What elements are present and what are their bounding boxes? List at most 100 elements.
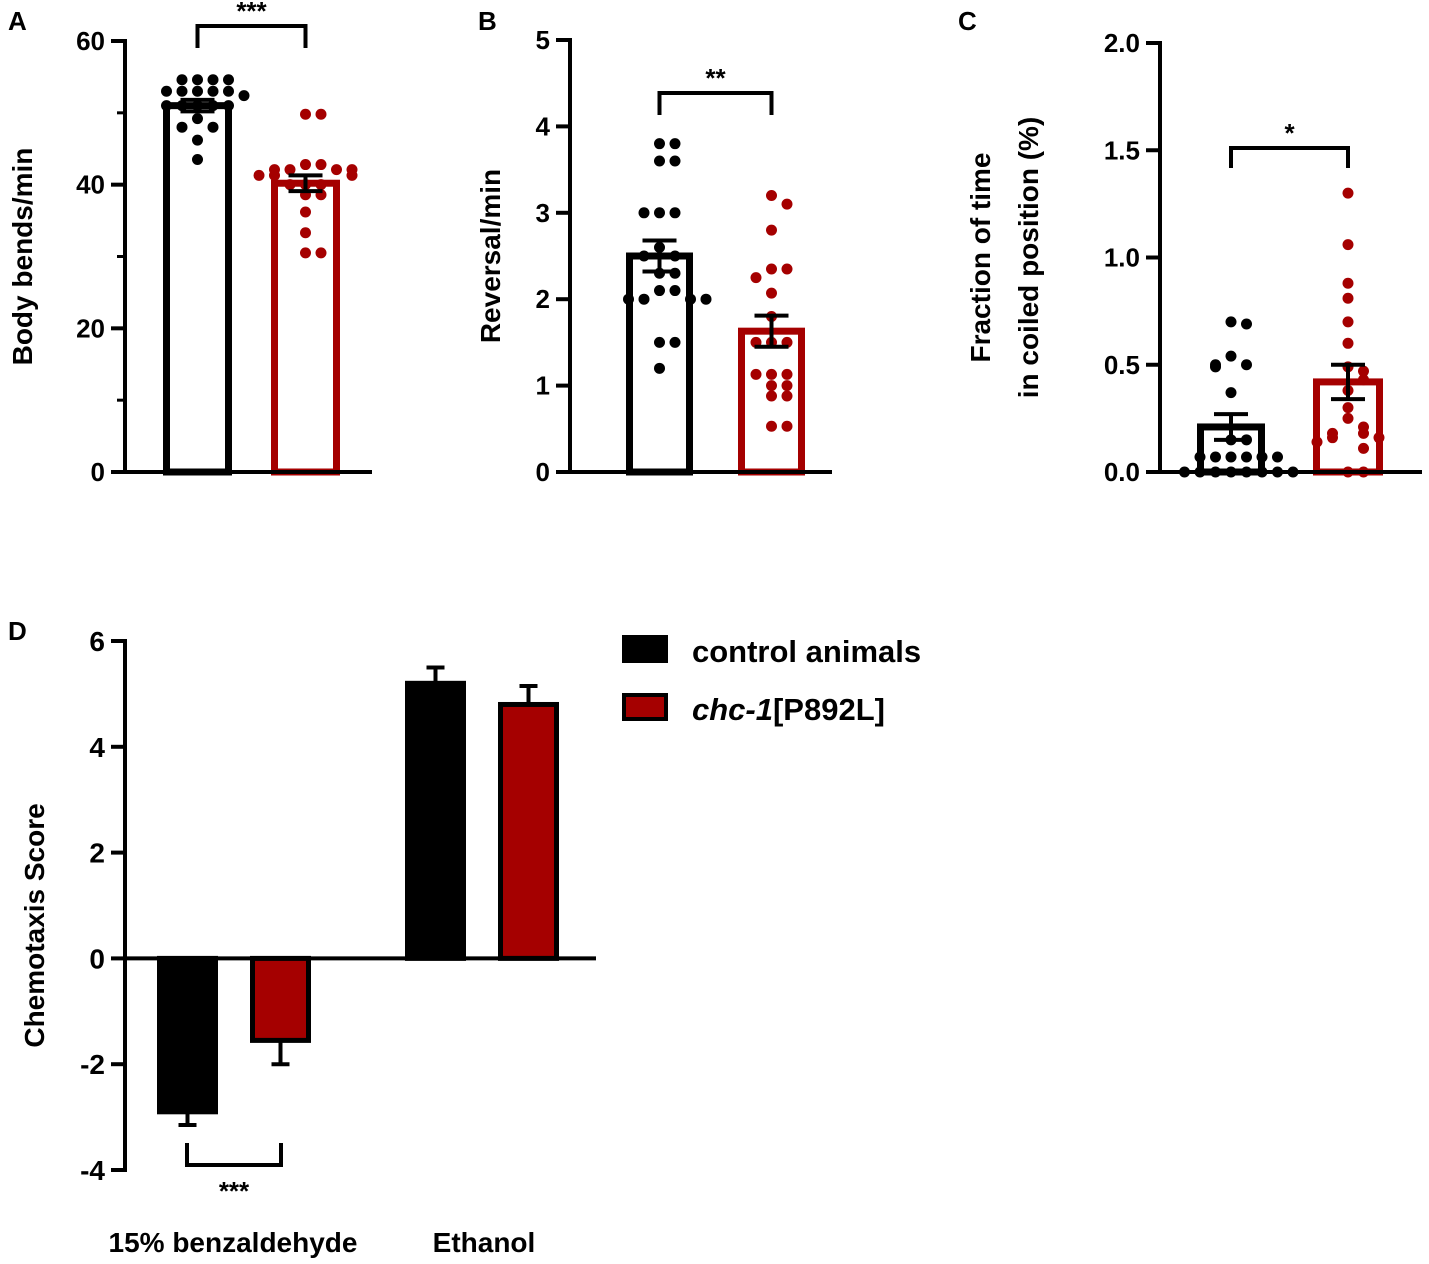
data-point (315, 247, 327, 259)
panel-letter: D (8, 616, 27, 646)
data-point (161, 100, 172, 112)
data-point (654, 336, 665, 348)
data-point (346, 169, 358, 181)
data-point (207, 85, 219, 97)
data-point (300, 159, 311, 171)
data-point (1342, 187, 1354, 199)
y-axis-label: Body bends/min (7, 148, 38, 366)
data-point (1342, 412, 1354, 424)
panel-D: D Chemotaxis Score -4 -2 0 2 4 6 15% benzaldehyd… (8, 616, 921, 1258)
data-point (269, 169, 280, 181)
y-axis-label: in coiled position (%) (1013, 117, 1044, 399)
data-point (1358, 442, 1369, 454)
data-point (1272, 451, 1283, 463)
significance-bracket (185, 1143, 283, 1167)
y-tick-label: 1.5 (1104, 135, 1140, 165)
significance-label: *** (236, 0, 267, 26)
data-point (176, 74, 188, 86)
data-point (192, 74, 203, 86)
panel-A: A Body bends/min 0 20 40 60 *** (7, 0, 372, 487)
data-point (1210, 451, 1221, 463)
data-point (766, 390, 777, 402)
y-tick-label: 3 (536, 198, 550, 228)
y-tick-label: 1.0 (1104, 243, 1140, 273)
data-point (669, 285, 681, 297)
y-tick-label: 6 (89, 626, 105, 657)
data-point (207, 121, 219, 133)
panel-letter: B (478, 6, 497, 36)
data-point (669, 155, 681, 167)
data-point (1342, 316, 1354, 328)
data-point (654, 207, 665, 219)
data-point (669, 250, 681, 262)
bar-control (405, 680, 466, 961)
y-tick-label: 2.0 (1104, 28, 1140, 58)
significance-bracket (195, 24, 308, 48)
data-point (1327, 432, 1338, 444)
data-point (300, 227, 311, 239)
data-point (766, 287, 777, 299)
data-point (781, 390, 793, 402)
data-point (1256, 451, 1268, 463)
y-tick-label: 0.5 (1104, 350, 1140, 380)
panel-C: C Fraction of time in coiled position (%) 0… (958, 6, 1422, 487)
data-point (1210, 361, 1221, 373)
y-tick-label: 1 (536, 371, 550, 401)
data-point (207, 100, 219, 112)
data-point (300, 247, 311, 259)
data-point (253, 169, 265, 181)
data-point (638, 207, 650, 219)
data-point (1358, 427, 1369, 439)
data-point (1358, 374, 1369, 386)
significance-bracket (1229, 146, 1350, 168)
y-axis-label: Fraction of time (965, 152, 996, 362)
y-tick-label: 4 (89, 732, 105, 763)
data-point (1225, 316, 1237, 328)
significance-label: * (1284, 118, 1295, 148)
data-point (1342, 292, 1354, 304)
significance-label: *** (219, 1176, 250, 1206)
y-tick-label: 2 (89, 838, 105, 869)
data-point (300, 206, 311, 218)
data-point (750, 368, 762, 380)
data-point (223, 100, 234, 112)
y-tick-label: 5 (536, 25, 550, 55)
data-point (685, 293, 696, 305)
data-point (654, 362, 665, 374)
data-point (766, 368, 777, 380)
data-point (781, 420, 793, 432)
data-point (750, 272, 762, 284)
y-axis-label: Chemotaxis Score (19, 803, 50, 1047)
legend-label: chc-1[P892L] (692, 692, 885, 727)
data-point (669, 138, 681, 150)
data-point (176, 85, 188, 97)
significance-bracket (657, 91, 774, 115)
bar-mutant (250, 955, 311, 1043)
legend: control animals chc-1[P892L] (622, 634, 921, 727)
y-axis-label: Reversal/min (475, 169, 506, 343)
data-point (1241, 451, 1252, 463)
y-tick-label: 40 (76, 170, 105, 200)
data-point (766, 190, 777, 202)
y-tick-label: 2 (536, 284, 550, 314)
data-point (669, 336, 681, 348)
y-tick-label: -4 (80, 1155, 105, 1186)
data-point (766, 420, 777, 432)
y-tick-label: 4 (536, 111, 551, 141)
data-point (161, 85, 172, 97)
x-category-label: 15% benzaldehyde (109, 1227, 358, 1258)
data-point (1373, 432, 1385, 444)
data-point (176, 121, 188, 133)
legend-label: control animals (692, 634, 921, 669)
data-point (1225, 350, 1237, 362)
data-point (1241, 359, 1252, 371)
significance-label: ** (705, 63, 726, 93)
data-point (207, 74, 219, 86)
data-point (1342, 277, 1354, 289)
data-point (300, 108, 311, 120)
bar-control (157, 955, 218, 1115)
data-point (1311, 436, 1323, 448)
data-point (1194, 451, 1206, 463)
data-point (315, 159, 327, 171)
